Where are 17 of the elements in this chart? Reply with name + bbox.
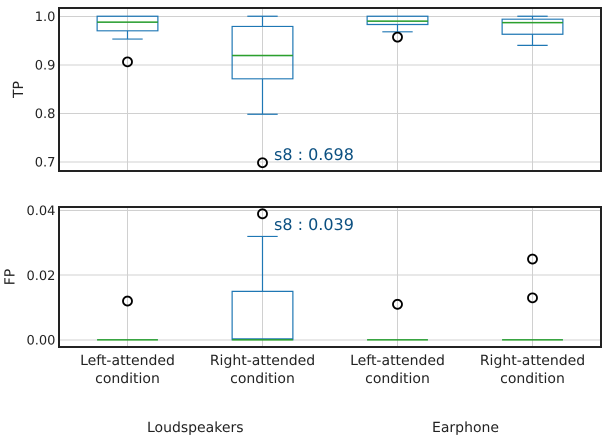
text: Earphone xyxy=(432,420,499,436)
annotation: s8 : 0.698 xyxy=(274,145,354,164)
y-tick-label: 0.9 xyxy=(34,58,56,74)
annotation: s8 : 0.039 xyxy=(274,215,354,234)
y-axis-title: FP xyxy=(2,268,19,286)
y-tick-label: 0.8 xyxy=(34,106,56,122)
y-tick-label: 0.02 xyxy=(26,268,56,284)
y-tick-label: 0.00 xyxy=(26,333,56,348)
y-tick-label: 0.04 xyxy=(26,204,56,220)
y-axis-title: TP xyxy=(10,81,27,99)
y-tick-label: 0.7 xyxy=(34,155,56,170)
x-tick-label: Left-attended condition xyxy=(80,352,175,387)
x-tick-label: Right-attended condition xyxy=(210,352,316,387)
x-tick-label: Left-attended condition xyxy=(350,352,445,387)
y-tick-label: 1.0 xyxy=(34,10,56,25)
text: Loudspeakers xyxy=(147,420,244,436)
x-tick-label: Right-attended condition xyxy=(480,352,586,387)
